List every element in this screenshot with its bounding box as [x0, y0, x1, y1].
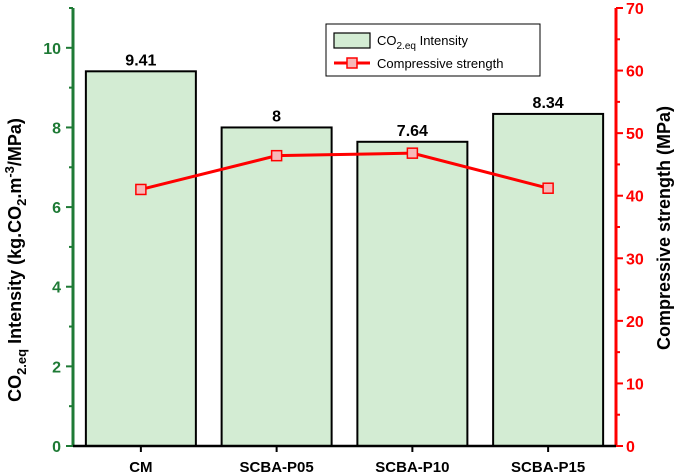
axes-layer: 0 2 4 6 8 10 0 10 20 30 40 50 60 70 CM SCBA-P05 SCBA-P10… [43, 1, 644, 476]
legend-line-label: Compressive strength [377, 56, 503, 71]
x-tick-label-scba-p15: SCBA-P15 [511, 459, 585, 476]
left-tick-label-2: 2 [52, 359, 61, 376]
left-tick-label-8: 8 [52, 120, 61, 137]
strength-marker-cm [135, 183, 147, 196]
legend-marker-swatch [346, 57, 358, 69]
data-label-scba-p10: 7.64 [397, 123, 428, 140]
compressive-strength-line [140, 151, 549, 191]
x-tick-label-scba-p05: SCBA-P05 [240, 459, 314, 476]
data-label-scba-p15: 8.34 [533, 95, 564, 112]
legend: CO2.eq Intensity Compressive strength [325, 23, 541, 77]
right-tick-label-0: 0 [626, 439, 635, 456]
left-axis-title: CO2.eq Intensity (kg.CO2.m-3/MPa) [2, 118, 29, 402]
right-tick-label-50: 50 [626, 126, 644, 143]
data-label-cm: 9.41 [125, 52, 156, 69]
labels-layer: 9.41 8 7.64 8.34 [125, 52, 563, 139]
data-label-scba-p05: 8 [272, 108, 281, 125]
compressive-strength-line-layer [135, 147, 554, 196]
strength-marker-scba-p15 [542, 182, 554, 194]
x-tick-label-cm: CM [129, 459, 152, 476]
right-tick-label-70: 70 [626, 1, 644, 18]
right-tick-label-30: 30 [626, 251, 644, 268]
right-tick-label-20: 20 [626, 314, 644, 331]
strength-marker-scba-p05 [270, 149, 283, 162]
bars-layer [84, 70, 605, 448]
left-tick-label-0: 0 [52, 439, 61, 456]
strength-marker-scba-p10 [406, 147, 419, 159]
legend-bar-swatch [333, 32, 371, 49]
right-tick-label-40: 40 [626, 189, 644, 206]
bar-cm [84, 70, 197, 447]
bar-scba-p05 [220, 126, 333, 447]
left-tick-label-4: 4 [52, 280, 61, 297]
bar-scba-p10 [356, 140, 469, 447]
legend-bar-label: CO2.eq Intensity [377, 33, 468, 52]
right-axis-title: Compressive strength (MPa) [654, 106, 674, 350]
left-tick-label-6: 6 [52, 200, 61, 217]
right-tick-label-10: 10 [626, 376, 644, 393]
left-tick-label-10: 10 [43, 41, 61, 58]
right-tick-label-60: 60 [626, 64, 644, 81]
bar-scba-p15 [492, 112, 605, 448]
x-tick-label-scba-p10: SCBA-P10 [375, 459, 449, 476]
